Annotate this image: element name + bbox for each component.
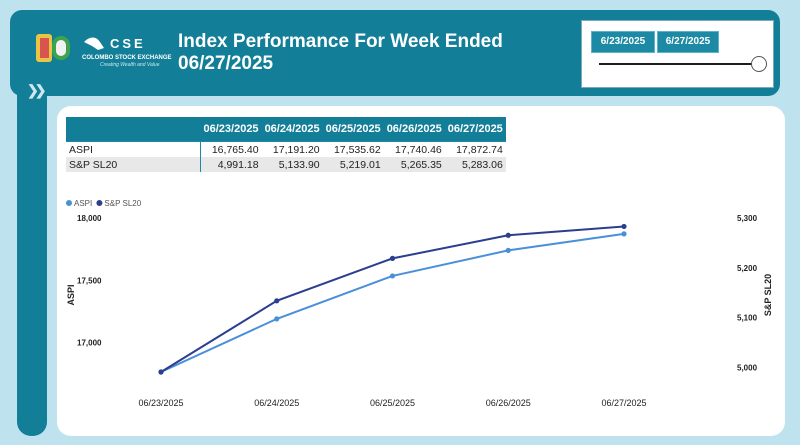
table-cell: 16,765.40 [200, 141, 262, 157]
series-line-sp-sl20 [160, 225, 625, 373]
cse-logo-tagline: Creating Wealth and Value [100, 62, 160, 68]
table-cell: 17,872.74 [444, 141, 506, 157]
table-column-header: 06/27/2025 [444, 117, 506, 142]
row-label: ASPI [66, 141, 201, 157]
legend-marker [66, 200, 72, 206]
data-point [505, 247, 511, 253]
date-range-slicer: 6/23/2025 6/27/2025 [581, 20, 774, 88]
data-point [274, 316, 280, 322]
y2-tick-label: 5,200 [737, 264, 758, 273]
bull-logo-icon [84, 37, 104, 50]
x-tick-label: 06/23/2025 [138, 398, 183, 408]
cse-logo-name: COLOMBO STOCK EXCHANGE [82, 55, 172, 61]
table-corner [66, 117, 201, 142]
series-line-aspi [160, 232, 625, 373]
table-cell: 4,991.18 [200, 157, 262, 172]
table-cell: 5,133.90 [261, 157, 323, 172]
table-column-header: 06/26/2025 [383, 117, 445, 142]
legend-marker [96, 200, 103, 206]
table-column-header: 06/24/2025 [261, 117, 323, 142]
x-tick-label: 06/24/2025 [254, 398, 299, 408]
table-cell: 17,191.20 [261, 141, 323, 157]
legend-label: S&P SL20 [104, 199, 141, 208]
y2-tick-label: 5,300 [737, 214, 758, 223]
x-tick-label: 06/25/2025 [370, 398, 415, 408]
x-tick-label: 06/26/2025 [486, 398, 531, 408]
data-point [274, 298, 280, 304]
y-axis-title: ASPI [66, 284, 76, 305]
table-row: ASPI 16,765.40 17,191.20 17,535.62 17,74… [66, 141, 506, 157]
start-date-input[interactable]: 6/23/2025 [591, 31, 655, 53]
cse-logo-letters: CSE [110, 36, 146, 51]
index-line-chart: ASPI S&P SL20 17,000 17,500 18,000 5,000 5,100… [66, 199, 773, 408]
page-title: Index Performance For Week Ended 06/27/2… [178, 31, 558, 75]
table-column-header: 06/25/2025 [322, 117, 384, 142]
data-point [505, 232, 511, 238]
sidebar [17, 80, 47, 436]
data-point [158, 369, 164, 375]
data-point [389, 273, 396, 279]
x-tick-label: 06/27/2025 [601, 398, 646, 408]
y2-tick-label: 5,100 [737, 314, 758, 323]
data-point [621, 223, 627, 230]
legend-label: ASPI [74, 199, 92, 208]
row-label: S&P SL20 [66, 157, 201, 172]
y-tick-label: 17,500 [77, 276, 102, 285]
index-table: 06/23/2025 06/24/2025 06/25/2025 06/26/2… [66, 117, 506, 172]
table-cell: 17,535.62 [322, 141, 384, 157]
logo-mark-icon [36, 34, 70, 62]
date-slider-handle[interactable] [751, 56, 767, 72]
data-point [389, 255, 396, 261]
table-cell: 5,283.06 [444, 157, 506, 172]
y-tick-label: 17,000 [77, 339, 102, 348]
table-row: S&P SL20 4,991.18 5,133.90 5,219.01 5,26… [66, 157, 506, 172]
table-cell: 17,740.46 [383, 141, 445, 157]
table-cell: 5,265.35 [383, 157, 445, 172]
y2-axis-title: S&P SL20 [763, 274, 773, 316]
expand-chevron-icon[interactable]: ❯❯ [27, 82, 47, 98]
date-slider-track[interactable] [599, 63, 760, 65]
end-date-input[interactable]: 6/27/2025 [657, 31, 719, 53]
table-column-header: 06/23/2025 [200, 117, 262, 142]
y2-tick-label: 5,000 [737, 364, 758, 373]
table-header-row: 06/23/2025 06/24/2025 06/25/2025 06/26/2… [66, 117, 506, 142]
title-line-2: 06/27/2025 [178, 53, 274, 74]
data-point [621, 231, 627, 237]
y-tick-label: 18,000 [77, 214, 102, 223]
title-line-1: Index Performance For Week Ended [178, 31, 503, 52]
table-cell: 5,219.01 [322, 157, 384, 172]
